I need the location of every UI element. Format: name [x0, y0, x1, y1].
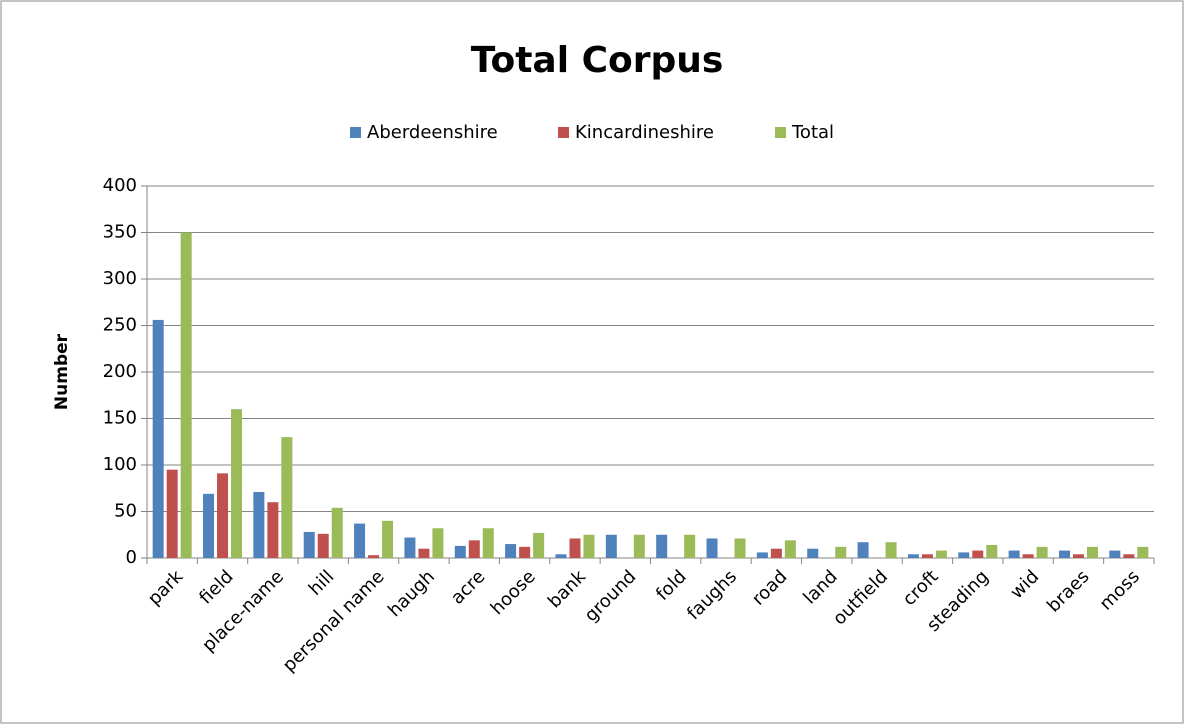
y-tick-label: 150: [103, 408, 137, 429]
y-tick-label: 300: [103, 268, 137, 289]
bar: [569, 538, 581, 558]
bar: [1072, 554, 1084, 558]
bar: [907, 554, 919, 558]
bar: [605, 534, 617, 558]
bar: [533, 532, 545, 558]
bar: [203, 493, 215, 558]
bar: [152, 319, 164, 558]
legend-label: Total: [791, 122, 834, 143]
bar: [958, 552, 970, 558]
bar: [180, 232, 192, 558]
bar: [454, 545, 466, 558]
bar: [807, 548, 819, 558]
y-tick-label: 400: [103, 175, 137, 196]
bar: [555, 554, 567, 558]
bar: [468, 540, 480, 558]
bar: [835, 546, 847, 558]
bar: [583, 534, 595, 558]
bar: [921, 554, 933, 558]
y-tick-label: 0: [126, 547, 137, 568]
bar: [633, 534, 645, 558]
bar: [368, 555, 380, 558]
bar: [857, 542, 869, 558]
bar: [706, 538, 718, 558]
legend-swatch: [350, 127, 361, 138]
bar: [418, 548, 430, 558]
legend-label: Kincardineshire: [575, 122, 714, 143]
bar: [656, 534, 668, 558]
bar: [885, 542, 897, 558]
bar: [331, 507, 343, 558]
bar: [935, 550, 947, 558]
bar: [734, 538, 746, 558]
bar: [354, 523, 366, 558]
bar: [253, 491, 265, 558]
bar: [1109, 550, 1121, 558]
y-tick-label: 200: [103, 361, 137, 382]
bar: [1058, 550, 1070, 558]
bar: [166, 469, 178, 558]
bar: [1123, 554, 1135, 558]
chart-title: Total Corpus: [471, 40, 724, 81]
bar: [519, 546, 531, 558]
bar: [217, 473, 229, 558]
bar: [382, 520, 394, 558]
bar: [482, 528, 494, 558]
y-axis-label: Number: [52, 333, 72, 410]
bar: [231, 409, 243, 558]
bar: [505, 544, 517, 558]
bar: [303, 531, 315, 558]
bar: [1022, 554, 1034, 558]
bar: [756, 552, 768, 558]
bar: [281, 437, 293, 558]
bar: [784, 540, 796, 558]
legend-swatch: [558, 127, 569, 138]
y-tick-label: 100: [103, 454, 137, 475]
y-tick-label: 250: [103, 315, 137, 336]
bar: [1036, 546, 1048, 558]
bar: [770, 548, 782, 558]
bar: [317, 533, 329, 558]
y-tick-label: 350: [103, 222, 137, 243]
legend-label: Aberdeenshire: [367, 122, 498, 143]
bar: [1008, 550, 1020, 558]
bar: [1137, 546, 1149, 558]
bar: [267, 502, 279, 558]
bar: [404, 537, 416, 558]
legend-swatch: [775, 127, 786, 138]
y-tick-label: 50: [114, 501, 137, 522]
bar: [432, 528, 444, 558]
bar: [986, 544, 998, 558]
bar: [684, 534, 696, 558]
bar: [1086, 546, 1098, 558]
bar: [972, 550, 984, 558]
